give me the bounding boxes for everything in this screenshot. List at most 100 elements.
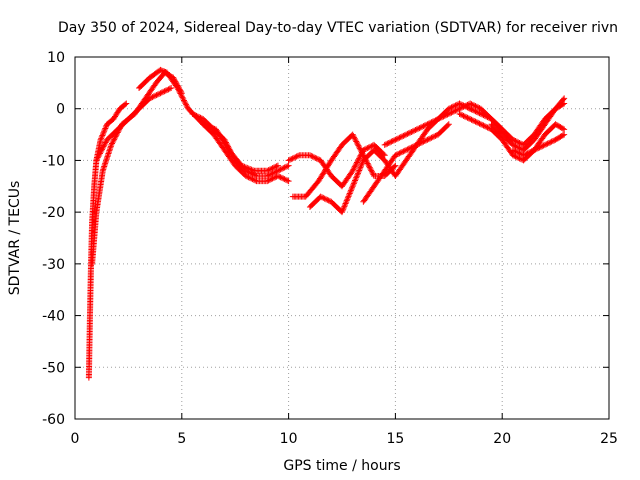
data-point	[102, 125, 109, 132]
data-point	[471, 107, 478, 114]
data-point	[429, 134, 436, 141]
data-point	[99, 146, 106, 153]
series-arc-10	[360, 121, 452, 205]
data-point	[351, 134, 358, 141]
data-point	[356, 167, 363, 174]
data-point	[399, 133, 406, 140]
data-point	[272, 174, 279, 181]
data-point	[420, 138, 427, 145]
data-point	[353, 160, 360, 167]
data-point	[548, 138, 555, 145]
data-point	[196, 114, 203, 121]
data-point	[472, 103, 479, 110]
data-point	[516, 145, 523, 152]
data-point	[351, 163, 358, 170]
data-point	[102, 124, 109, 131]
data-point	[352, 137, 359, 144]
data-point	[524, 150, 531, 157]
data-point	[451, 108, 458, 115]
data-point	[387, 139, 394, 146]
y-tick-label: -20	[42, 205, 65, 221]
data-point	[100, 129, 107, 136]
data-point	[176, 89, 183, 96]
data-point	[109, 140, 116, 147]
data-point	[404, 130, 411, 137]
data-point	[366, 163, 373, 170]
data-point	[444, 122, 451, 129]
data-point	[242, 167, 249, 174]
data-point	[397, 149, 404, 156]
data-point	[349, 183, 356, 190]
data-point	[472, 108, 479, 115]
data-point	[365, 144, 372, 151]
data-point	[425, 136, 432, 143]
data-point	[265, 167, 272, 174]
data-point	[351, 135, 358, 142]
data-point	[483, 113, 490, 120]
data-point	[350, 180, 357, 187]
series-arc-11	[392, 100, 506, 179]
data-point	[148, 94, 155, 101]
data-point	[423, 121, 430, 128]
data-point	[272, 169, 279, 176]
data-point	[245, 169, 252, 176]
data-point	[468, 106, 475, 113]
data-point	[101, 142, 108, 149]
grid-lines	[75, 57, 609, 419]
data-point	[174, 85, 181, 92]
data-point	[345, 193, 352, 200]
data-point	[449, 108, 456, 115]
data-point	[516, 150, 523, 157]
data-point	[98, 147, 105, 154]
data-point	[250, 171, 257, 178]
data-point	[551, 137, 558, 144]
data-point	[341, 201, 348, 208]
data-point	[111, 136, 118, 143]
data-point	[197, 114, 204, 121]
data-point	[97, 136, 104, 143]
data-point	[384, 140, 391, 147]
data-point	[265, 177, 272, 184]
data-point	[471, 102, 478, 109]
data-point	[513, 138, 520, 145]
data-point	[314, 156, 321, 163]
data-point	[452, 107, 459, 114]
data-point	[293, 153, 300, 160]
data-point	[227, 147, 234, 154]
data-point	[281, 164, 288, 171]
data-point	[150, 93, 157, 100]
data-point	[274, 172, 281, 179]
data-point	[476, 120, 483, 127]
data-point	[467, 105, 474, 112]
data-point	[431, 117, 438, 124]
data-point	[541, 141, 548, 148]
data-point	[463, 103, 470, 110]
data-point	[513, 143, 520, 150]
data-point	[367, 166, 374, 173]
data-point	[485, 125, 492, 132]
data-point	[343, 199, 350, 206]
y-tick-label: -50	[42, 360, 65, 376]
data-point	[520, 152, 527, 159]
data-point	[252, 172, 259, 179]
data-point	[339, 209, 345, 216]
data-point	[479, 111, 486, 118]
data-point	[395, 135, 402, 142]
data-point	[460, 102, 467, 109]
data-point	[469, 117, 476, 124]
data-point	[96, 151, 103, 158]
data-point	[355, 170, 362, 177]
data-point	[419, 123, 426, 130]
data-point	[360, 152, 367, 159]
data-point	[413, 126, 420, 133]
data-point	[407, 145, 414, 152]
data-point	[427, 135, 434, 142]
data-point	[559, 132, 566, 139]
data-point	[391, 163, 398, 170]
data-point	[479, 121, 486, 128]
data-point	[344, 196, 351, 203]
data-point	[469, 101, 476, 108]
data-point	[268, 176, 275, 183]
data-point	[484, 124, 491, 131]
data-point	[453, 107, 460, 114]
